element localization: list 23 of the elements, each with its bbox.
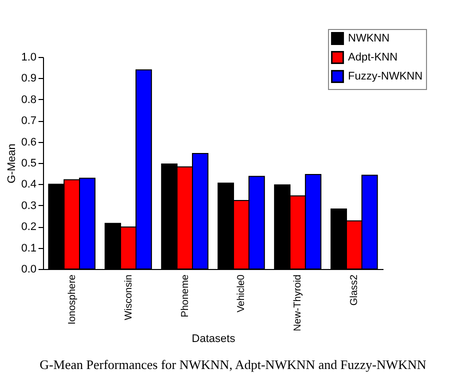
x-tick-label: Glass2 <box>349 274 360 306</box>
x-tick-label: Ionosphere <box>66 274 78 325</box>
y-tick-label: 0.9 <box>21 72 36 85</box>
y-tick-label: 0.4 <box>21 178 36 191</box>
y-tick-label: 0.2 <box>21 221 36 234</box>
legend-label: Adpt-KNN <box>348 52 398 64</box>
y-tick-label: 0.6 <box>21 136 36 148</box>
text: G-Mean Performances for NWKNN, Adpt-NWKNN and Fuzzy-NWKNN <box>40 357 427 372</box>
y-tick-label: 0.8 <box>21 94 36 106</box>
x-tick-label: Wisconsin <box>123 274 134 320</box>
y-tick-label: 1.0 <box>21 52 36 64</box>
x-tick-label: New-Thyroid <box>292 274 304 332</box>
y-tick-label: 0.1 <box>21 242 36 254</box>
y-axis-title: G-Mean <box>6 144 18 184</box>
y-tick-label: 0.5 <box>21 158 36 170</box>
x-tick-label: Vehicle0 <box>236 274 248 312</box>
y-tick-label: 0.0 <box>21 264 36 276</box>
x-axis-title: Datasets <box>192 333 236 346</box>
legend-label: NWKNN <box>348 32 390 44</box>
y-tick-label: 0.3 <box>21 200 36 212</box>
x-tick-label: Phoneme <box>180 274 191 318</box>
y-tick-label: 0.7 <box>21 115 36 128</box>
legend-label: Fuzzy-NWKNN <box>348 70 423 82</box>
